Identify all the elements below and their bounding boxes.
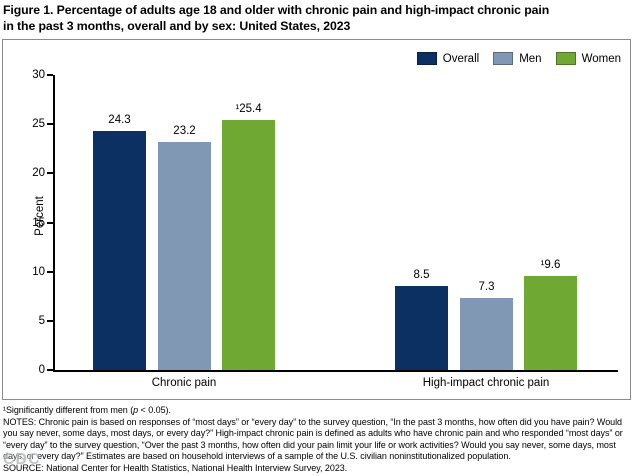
footnote-significance-text: ¹Significantly different from men ( [3, 405, 134, 415]
y-tick-label: 5 [38, 314, 45, 327]
bar-value-label: 7.3 [478, 281, 495, 293]
bar-overall-high-impact-chronic-pain [395, 286, 448, 370]
bar-women-high-impact-chronic-pain [524, 276, 577, 370]
footnote-significance: ¹Significantly different from men (p < 0… [3, 405, 632, 417]
footnote-significance-p: p [133, 405, 139, 415]
x-axis-line [53, 370, 618, 372]
y-tick [47, 74, 53, 76]
category-label: High-impact chronic pain [422, 377, 550, 389]
legend-label-overall: Overall [442, 52, 480, 65]
bar-value-label: ¹9.6 [540, 259, 561, 271]
plot-area: Percent 0 5 10 15 20 25 30 24.3 23.2 ¹25.4 Chronic… [32, 69, 618, 389]
bar-women-chronic-pain [222, 120, 275, 370]
figure-title-line1: Figure 1. Percentage of adults age 18 an… [3, 3, 550, 17]
footnote-source: SOURCE: National Center for Health Stati… [3, 462, 348, 473]
footnotes: ¹Significantly different from men (p < 0… [3, 405, 632, 475]
legend-item-men: Men [493, 52, 542, 65]
figure-title: Figure 1. Percentage of adults age 18 an… [3, 2, 633, 34]
legend-label-women: Women [581, 52, 621, 65]
legend-swatch-women-icon [555, 52, 576, 65]
y-tick [47, 221, 53, 224]
legend-item-women: Women [555, 52, 621, 65]
legend-swatch-men-icon [493, 52, 514, 65]
y-tick-label: 30 [32, 69, 45, 81]
legend-swatch-overall-icon [416, 52, 437, 65]
cdc-logo-watermark: CDC [3, 451, 41, 468]
y-tick-label: 15 [32, 216, 45, 229]
y-tick [47, 369, 53, 371]
legend-item-overall: Overall [416, 52, 480, 65]
bar-men-high-impact-chronic-pain [460, 298, 513, 370]
y-tick-label: 10 [32, 265, 45, 278]
bar-value-label: 24.3 [108, 114, 131, 126]
y-tick-label: 25 [32, 118, 45, 131]
legend: Overall Men Women [416, 52, 621, 65]
bar-value-label: ¹25.4 [235, 103, 262, 115]
y-tick-label: 20 [32, 167, 45, 180]
y-tick [47, 319, 53, 322]
bar-value-label: 23.2 [173, 125, 196, 137]
bar-value-label: 8.5 [413, 269, 430, 281]
y-tick [47, 172, 53, 175]
footnote-significance-tail: < 0.05). [138, 405, 171, 415]
category-label: Chronic pain [151, 377, 217, 389]
y-axis-line [53, 75, 55, 372]
figure-title-line2: in the past 3 months, overall and by sex… [3, 19, 351, 33]
legend-label-men: Men [519, 52, 542, 65]
bar-overall-chronic-pain [93, 131, 146, 370]
bar-men-chronic-pain [158, 142, 211, 370]
chart-box: Overall Men Women Percent 0 5 10 15 20 25 30 24… [2, 39, 631, 400]
y-tick [47, 123, 53, 126]
y-tick-label: 0 [38, 364, 45, 376]
footnote-notes: NOTES: Chronic pain is based on response… [3, 416, 623, 462]
y-tick [47, 270, 53, 273]
